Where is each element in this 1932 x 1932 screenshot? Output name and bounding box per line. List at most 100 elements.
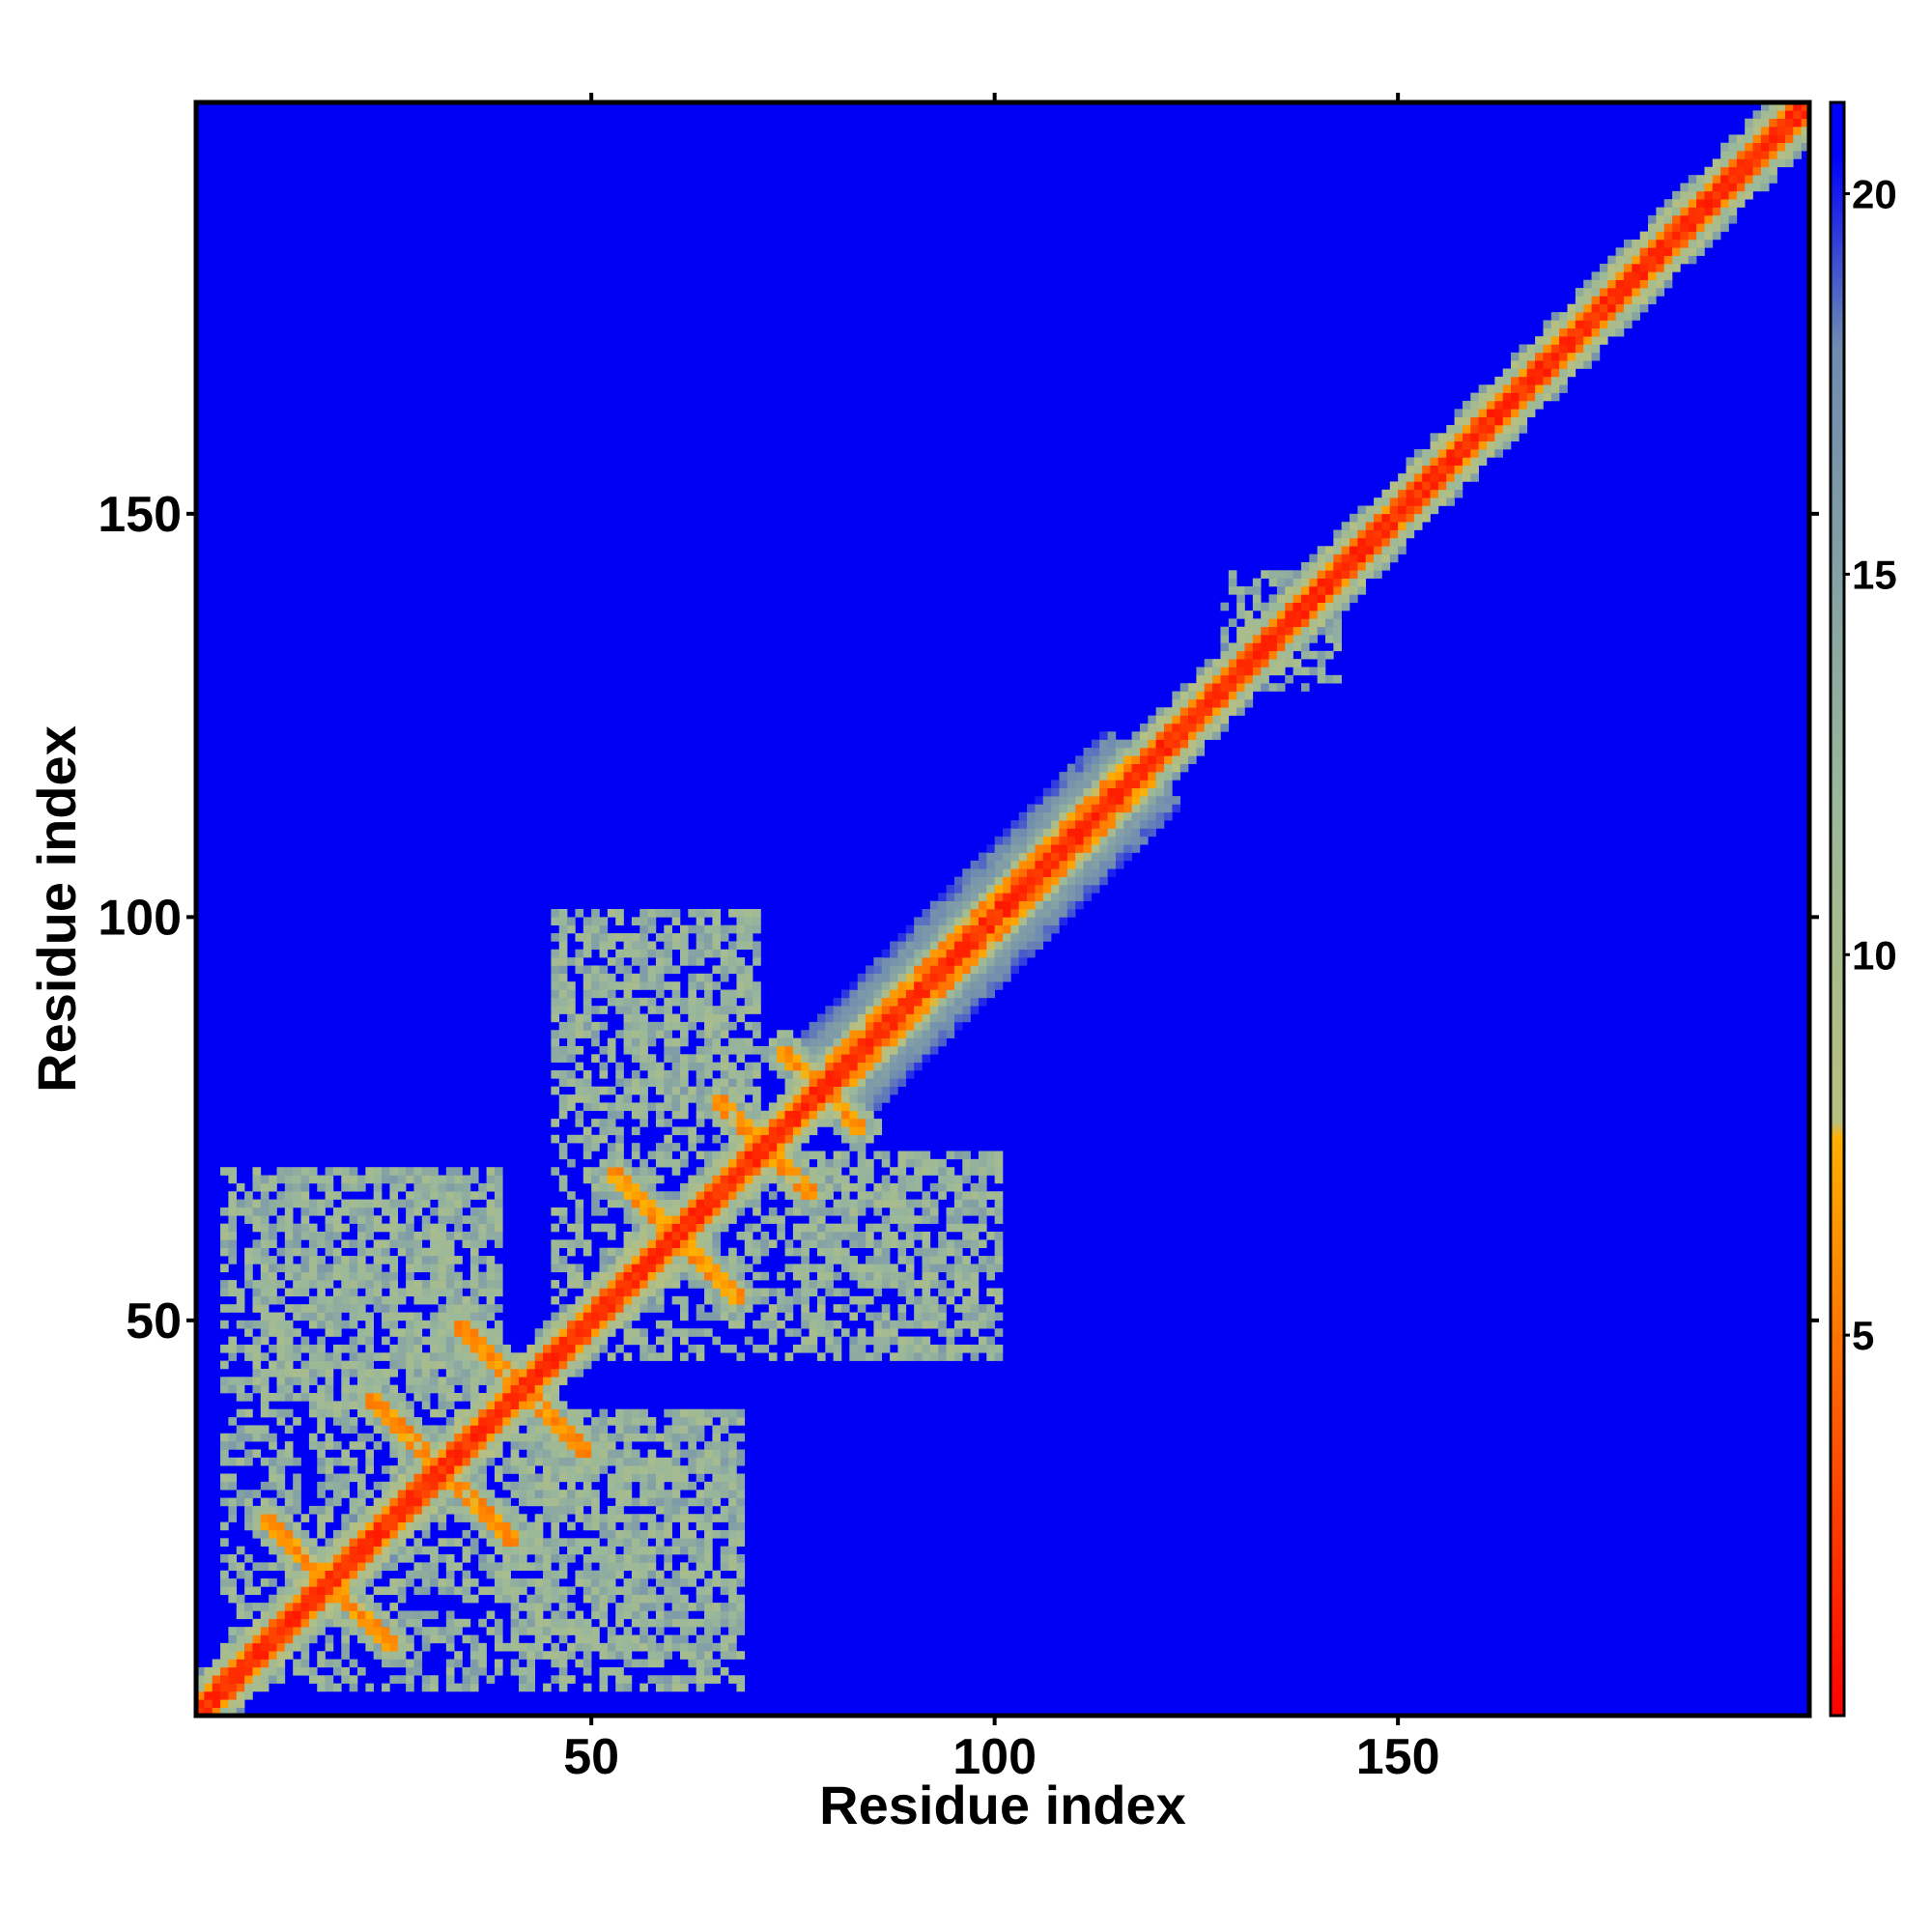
heatmap-cell bbox=[430, 1288, 439, 1297]
heatmap-cell bbox=[575, 1570, 584, 1579]
heatmap-cell bbox=[753, 1021, 761, 1031]
heatmap-cell bbox=[680, 1191, 689, 1200]
heatmap-cell bbox=[639, 997, 648, 1007]
heatmap-cell bbox=[929, 924, 939, 934]
heatmap-cell bbox=[373, 1634, 383, 1644]
heatmap-cell bbox=[881, 1344, 891, 1353]
heatmap-cell bbox=[866, 1295, 874, 1305]
heatmap-cell bbox=[389, 1529, 399, 1539]
heatmap-cell bbox=[994, 909, 1004, 918]
heatmap-cell bbox=[373, 1239, 383, 1248]
heatmap-cell bbox=[744, 1078, 753, 1087]
heatmap-cell bbox=[228, 1659, 238, 1668]
heatmap-cell bbox=[462, 1675, 471, 1684]
heatmap-cell bbox=[558, 1352, 568, 1361]
heatmap-cell bbox=[978, 1215, 987, 1224]
heatmap-cell bbox=[994, 884, 1004, 894]
heatmap-cell bbox=[696, 1182, 705, 1192]
heatmap-cell bbox=[421, 1675, 431, 1684]
heatmap-cell bbox=[994, 876, 1004, 886]
heatmap-cell bbox=[308, 1199, 318, 1208]
heatmap-cell bbox=[905, 1158, 915, 1168]
heatmap-cell bbox=[970, 909, 980, 918]
heatmap-cell bbox=[454, 1320, 463, 1329]
heatmap-cell bbox=[373, 1425, 383, 1435]
heatmap-cell bbox=[526, 1384, 535, 1394]
heatmap-cell bbox=[543, 1497, 552, 1507]
heatmap-cell bbox=[1035, 868, 1044, 877]
heatmap-cell bbox=[325, 1232, 334, 1240]
heatmap-cell bbox=[631, 1078, 640, 1087]
heatmap-cell bbox=[639, 1232, 648, 1240]
heatmap-cell bbox=[406, 1514, 414, 1522]
heatmap-cell bbox=[978, 949, 987, 958]
heatmap-cell bbox=[631, 1295, 640, 1305]
heatmap-cell bbox=[720, 1610, 729, 1620]
heatmap-cell bbox=[357, 1570, 366, 1579]
heatmap-cell bbox=[276, 1603, 286, 1611]
heatmap-cell bbox=[1018, 836, 1028, 845]
heatmap-cell bbox=[438, 1465, 447, 1474]
heatmap-cell bbox=[438, 1328, 447, 1337]
heatmap-cell bbox=[599, 1288, 609, 1297]
heatmap-cell bbox=[1018, 957, 1028, 966]
heatmap-cell bbox=[680, 1618, 689, 1628]
heatmap-cell bbox=[382, 1207, 390, 1216]
heatmap-cell bbox=[736, 1102, 746, 1112]
heatmap-cell bbox=[1027, 917, 1036, 925]
heatmap-cell bbox=[325, 1562, 334, 1571]
heatmap-cell bbox=[825, 1094, 834, 1103]
heatmap-cell bbox=[349, 1167, 358, 1176]
heatmap-cell bbox=[494, 1417, 503, 1426]
heatmap-cell bbox=[970, 981, 980, 990]
heatmap-cell bbox=[236, 1651, 245, 1660]
heatmap-cell bbox=[510, 1449, 520, 1459]
heatmap-cell bbox=[647, 1352, 657, 1361]
heatmap-cell bbox=[857, 973, 867, 982]
heatmap-cell bbox=[430, 1344, 439, 1353]
heatmap-cell bbox=[1003, 941, 1011, 951]
heatmap-cell bbox=[293, 1610, 301, 1620]
heatmap-cell bbox=[325, 1538, 334, 1547]
heatmap-cell bbox=[728, 1586, 737, 1596]
heatmap-cell bbox=[1099, 828, 1108, 838]
heatmap-cell bbox=[664, 1199, 672, 1208]
heatmap-cell bbox=[551, 1497, 560, 1507]
heatmap-cell bbox=[929, 1295, 939, 1305]
heatmap-cell bbox=[349, 1360, 358, 1370]
heatmap-cell bbox=[567, 1094, 576, 1103]
heatmap-cell bbox=[1123, 748, 1132, 756]
heatmap-cell bbox=[946, 1215, 955, 1224]
heatmap-cell bbox=[623, 1256, 633, 1264]
heatmap-cell bbox=[543, 1651, 552, 1660]
heatmap-cell bbox=[720, 1473, 729, 1483]
heatmap-cell bbox=[768, 1102, 778, 1112]
heatmap-cell bbox=[567, 1408, 576, 1418]
heatmap-cell bbox=[543, 1546, 552, 1555]
heatmap-cell bbox=[938, 924, 947, 934]
heatmap-cell bbox=[591, 981, 600, 990]
heatmap-cell bbox=[631, 1013, 640, 1023]
heatmap-cell bbox=[599, 1021, 609, 1031]
heatmap-cell bbox=[269, 1295, 277, 1305]
heatmap-cell bbox=[502, 1570, 511, 1579]
heatmap-cell bbox=[857, 1102, 867, 1112]
heatmap-cell bbox=[615, 1191, 624, 1200]
heatmap-cell bbox=[317, 1570, 326, 1579]
heatmap-cell bbox=[647, 1232, 657, 1240]
heatmap-cell bbox=[962, 917, 971, 925]
heatmap-cell bbox=[325, 1239, 334, 1248]
heatmap-cell bbox=[768, 1288, 778, 1297]
heatmap-cell bbox=[389, 1578, 399, 1587]
heatmap-cell bbox=[736, 1182, 746, 1192]
heatmap-cell bbox=[575, 1465, 584, 1474]
heatmap-cell bbox=[696, 1167, 705, 1176]
heatmap-cell bbox=[591, 989, 600, 999]
heatmap-cell bbox=[970, 1207, 980, 1216]
heatmap-cell bbox=[623, 1675, 633, 1684]
heatmap-cell bbox=[469, 1683, 479, 1692]
heatmap-cell bbox=[631, 1006, 640, 1014]
heatmap-cell bbox=[413, 1175, 423, 1184]
heatmap-cell bbox=[623, 1683, 633, 1692]
heatmap-cell bbox=[413, 1538, 423, 1547]
